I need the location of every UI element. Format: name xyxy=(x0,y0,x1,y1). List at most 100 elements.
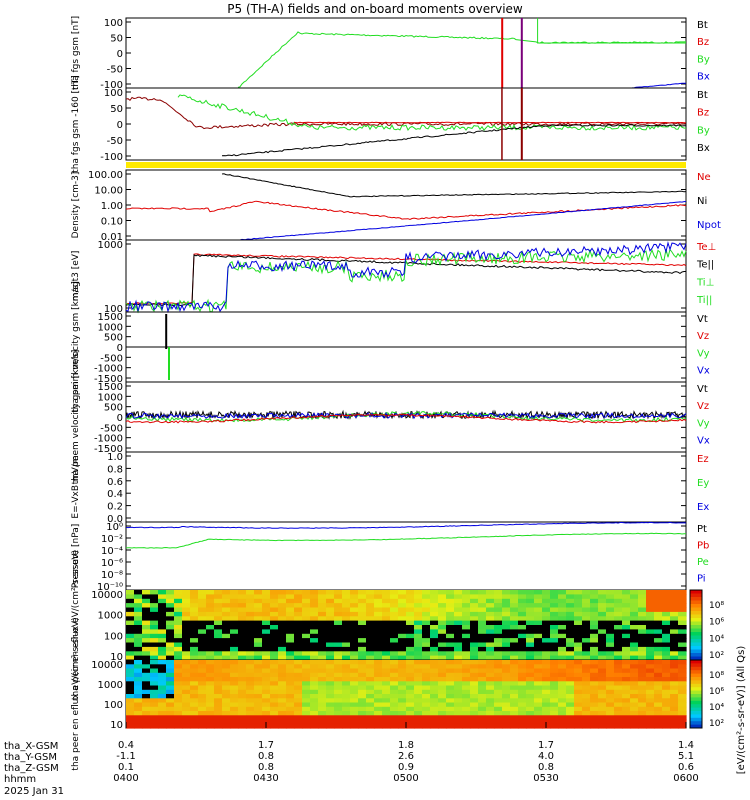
heat-cell xyxy=(446,681,455,687)
heat-cell xyxy=(198,702,207,708)
heat-cell xyxy=(318,655,327,661)
heat-cell xyxy=(454,629,463,635)
heat-cell xyxy=(230,694,239,699)
heat-cell xyxy=(462,715,471,721)
heat-cell xyxy=(302,633,311,639)
heat-cell xyxy=(574,723,583,729)
series-tiperp xyxy=(125,248,687,314)
heat-cell xyxy=(142,651,151,657)
y-tick-label: 100 xyxy=(104,88,123,99)
heat-cell xyxy=(286,638,295,644)
heat-cell xyxy=(454,638,463,644)
heat-cell xyxy=(294,711,303,716)
heat-cell xyxy=(654,594,663,600)
colorbar-cell xyxy=(690,707,702,712)
heat-cell xyxy=(198,706,207,712)
heat-cell xyxy=(606,646,615,652)
heat-cell xyxy=(486,625,495,630)
heat-cell xyxy=(558,698,567,704)
heat-cell xyxy=(606,694,615,699)
heat-cell xyxy=(614,655,623,661)
heat-cell xyxy=(638,638,647,644)
heat-cell xyxy=(550,702,559,708)
heat-cell xyxy=(494,594,503,600)
heat-cell xyxy=(510,638,519,644)
heat-cell xyxy=(574,702,583,708)
heat-cell xyxy=(454,685,463,691)
heat-cell xyxy=(502,698,511,704)
heat-cell xyxy=(462,681,471,687)
heat-cell xyxy=(302,598,311,604)
heat-cell xyxy=(662,715,671,721)
heat-cell xyxy=(654,668,663,674)
heat-cell xyxy=(318,694,327,699)
heat-cell xyxy=(374,594,383,600)
colorbar-cell xyxy=(690,670,702,675)
heat-cell xyxy=(238,603,247,609)
colorbar-cell xyxy=(690,621,702,626)
heat-cell xyxy=(390,655,399,661)
heat-cell xyxy=(318,719,327,725)
heat-cell xyxy=(558,651,567,657)
heat-cell xyxy=(518,706,527,712)
heat-cell xyxy=(390,625,399,630)
ephem-date: 2025 Jan 31 xyxy=(4,786,64,797)
colorbar-cell xyxy=(690,614,702,619)
heat-cell xyxy=(654,598,663,604)
heat-cell xyxy=(238,719,247,725)
heat-cell xyxy=(390,711,399,716)
heat-cell xyxy=(342,681,351,687)
heat-cell xyxy=(166,668,175,674)
heat-cell xyxy=(166,629,175,635)
heat-cell xyxy=(174,633,183,639)
heat-cell xyxy=(318,646,327,652)
heat-cell xyxy=(598,646,607,652)
heat-cell xyxy=(502,642,511,648)
colorbar-tick: 10⁶ xyxy=(709,687,724,697)
heat-cell xyxy=(398,655,407,661)
heat-cell xyxy=(446,633,455,639)
heat-cell xyxy=(598,590,607,595)
heat-cell xyxy=(310,677,319,682)
heat-cell xyxy=(302,638,311,644)
heat-cell xyxy=(678,706,687,712)
heat-cell xyxy=(166,706,175,712)
heat-cell xyxy=(142,611,151,617)
heat-cell xyxy=(510,677,519,682)
heat-cell xyxy=(222,715,231,721)
heat-cell xyxy=(206,664,215,670)
y-tick-label: 10⁻⁴ xyxy=(101,546,123,557)
y-tick-label: 10⁰ xyxy=(106,522,123,533)
heat-cell xyxy=(566,633,575,639)
heat-cell xyxy=(342,655,351,661)
heat-cell xyxy=(294,715,303,721)
heat-cell xyxy=(342,660,351,665)
heat-cell xyxy=(662,694,671,699)
heat-cell xyxy=(654,677,663,682)
heat-cell xyxy=(294,660,303,665)
heat-cell xyxy=(142,711,151,716)
heat-cell xyxy=(198,594,207,600)
heat-cell xyxy=(326,633,335,639)
heat-cell xyxy=(278,677,287,682)
heat-cell xyxy=(486,590,495,595)
heat-cell xyxy=(182,694,191,699)
heat-cell xyxy=(262,715,271,721)
heat-cell xyxy=(502,689,511,695)
heat-cell xyxy=(414,638,423,644)
heat-cell xyxy=(598,723,607,729)
heat-cell xyxy=(454,625,463,630)
heat-cell xyxy=(150,655,159,661)
heat-cell xyxy=(542,625,551,630)
heat-cell xyxy=(398,694,407,699)
heat-cell xyxy=(142,702,151,708)
heat-cell xyxy=(302,719,311,725)
heat-cell xyxy=(350,660,359,665)
page-title: P5 (TH-A) fields and on-board moments ov… xyxy=(227,2,523,16)
heat-cell xyxy=(230,677,239,682)
heat-cell xyxy=(614,681,623,687)
heat-cell xyxy=(502,685,511,691)
x-tick-label-t: 0500 xyxy=(393,773,418,784)
series-ni xyxy=(221,173,687,198)
heat-cell xyxy=(134,611,143,617)
